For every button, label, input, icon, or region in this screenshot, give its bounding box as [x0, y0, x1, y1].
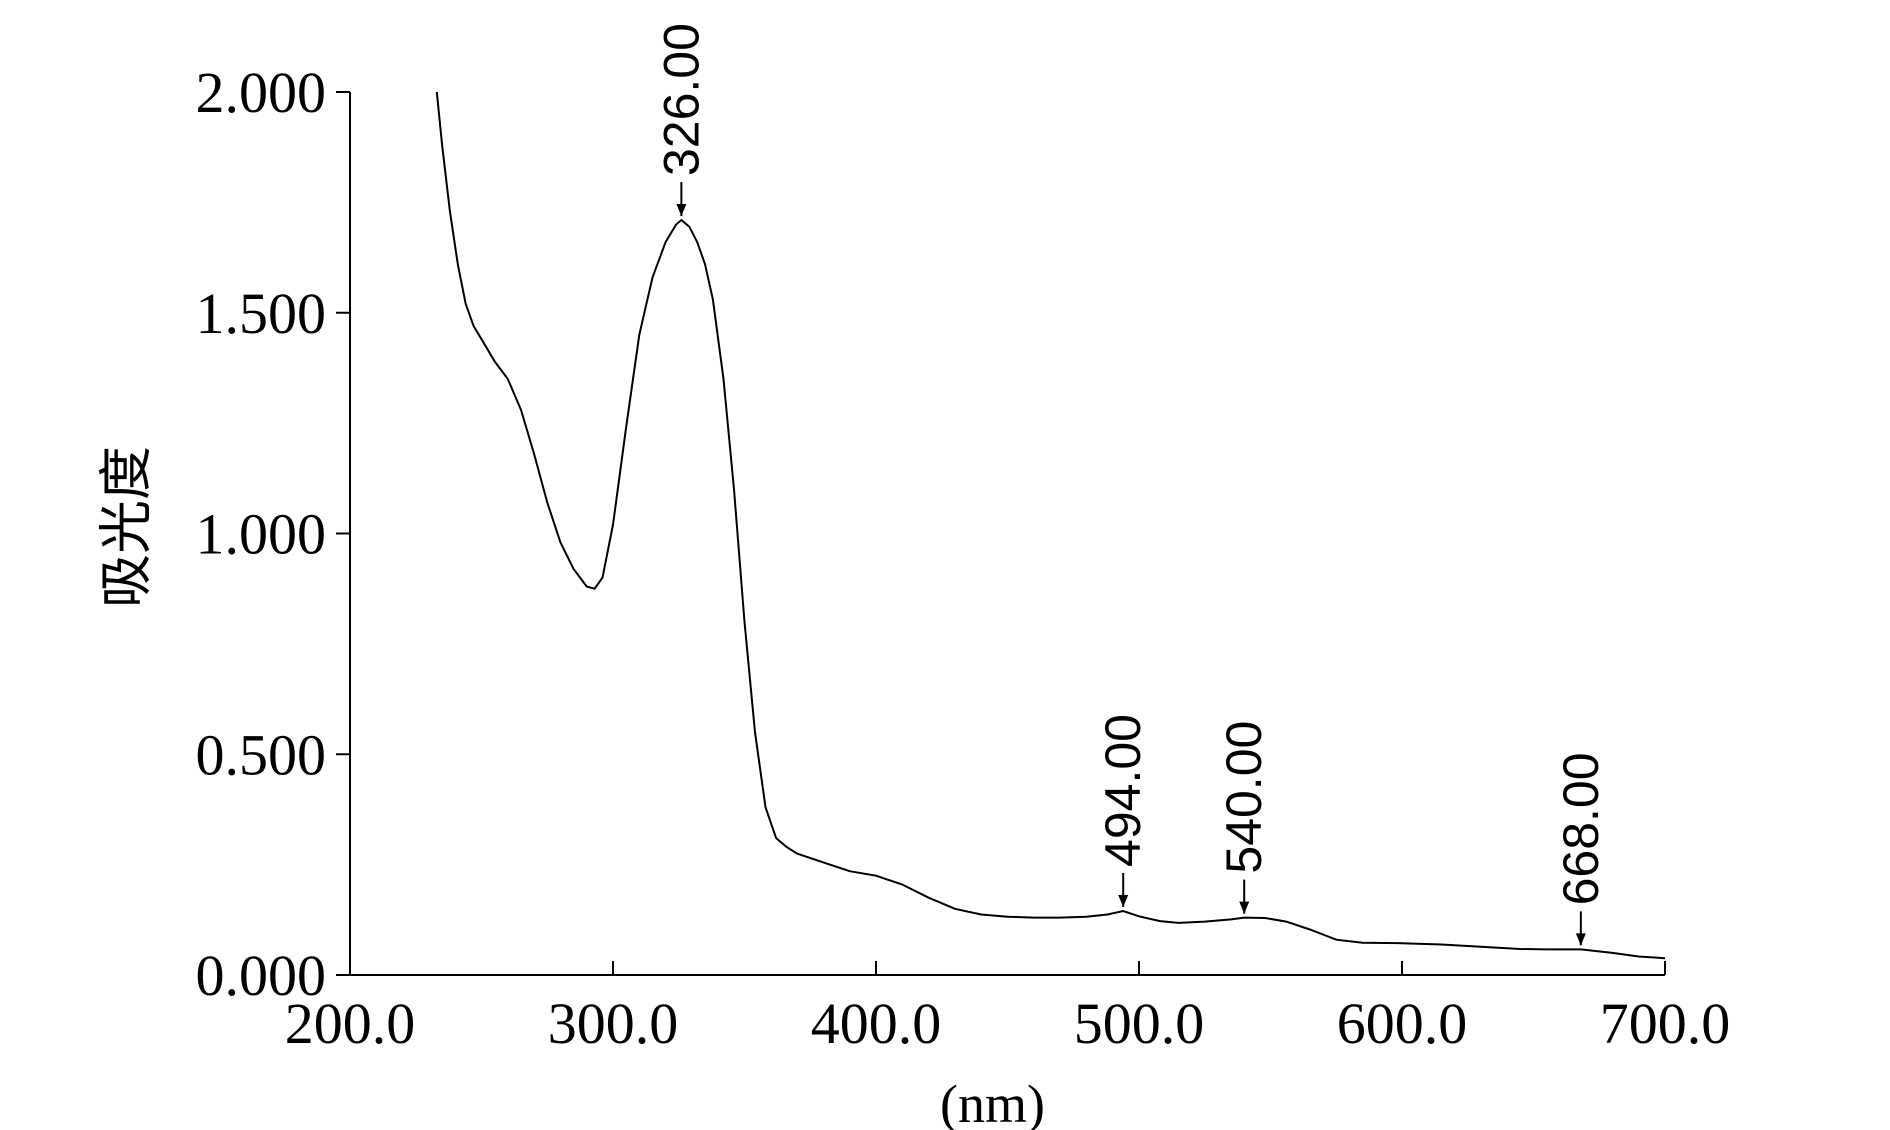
y-tick-label: 2.000 — [196, 60, 327, 125]
peak-label: 494.00 — [1095, 714, 1151, 867]
x-tick-label: 500.0 — [1074, 991, 1205, 1056]
x-tick-label: 300.0 — [548, 991, 679, 1056]
y-ticks: 0.000 0.500 1.000 1.500 2.000 — [196, 60, 350, 1008]
spectrum-line — [435, 91, 1666, 960]
peak-label: 540.00 — [1216, 721, 1272, 874]
y-tick-label: 0.000 — [196, 943, 327, 1008]
peak-arrow-head — [1118, 894, 1129, 907]
x-tick-label: 700.0 — [1600, 991, 1731, 1056]
x-ticks: 200.0 300.0 400.0 500.0 600.0 700.0 — [285, 961, 1731, 1056]
peak-label: 668.00 — [1553, 752, 1609, 905]
peak-arrow-head — [676, 204, 687, 217]
x-axis-label: (nm) — [940, 1074, 1045, 1130]
peak-arrow-head — [1239, 901, 1250, 914]
y-tick-label: 0.500 — [196, 722, 327, 787]
peak-arrow-head — [1575, 933, 1586, 946]
y-tick-label: 1.000 — [196, 502, 327, 567]
x-tick-label: 400.0 — [811, 991, 942, 1056]
peak-annotations: 326.00 494.00 540.00 668.00 — [653, 23, 1609, 946]
y-axis-label: 吸光度 — [96, 446, 156, 608]
x-tick-label: 600.0 — [1337, 991, 1468, 1056]
x-tick-label: 200.0 — [285, 991, 416, 1056]
y-tick-label: 1.500 — [196, 281, 327, 346]
peak-label: 326.00 — [653, 23, 709, 176]
axes — [349, 92, 1665, 976]
